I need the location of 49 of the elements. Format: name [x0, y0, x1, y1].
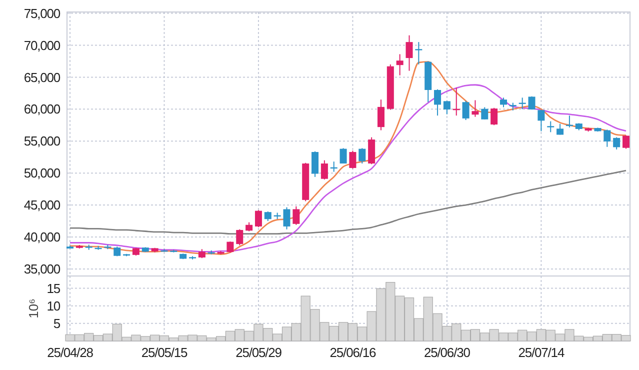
candlestick: [377, 99, 384, 131]
candlestick: [528, 96, 536, 110]
candlestick: [340, 148, 347, 164]
candlestick: [283, 206, 290, 230]
candlestick: [368, 136, 376, 165]
candlestick: [226, 240, 234, 254]
candlestick: [434, 88, 442, 116]
x-tick-label: 25/06/30: [424, 345, 470, 360]
y-tick-label: 55,000: [24, 134, 60, 149]
y-tick-label: 70,000: [24, 38, 60, 53]
candlestick: [490, 107, 498, 126]
x-tick-label: 25/07/14: [518, 345, 564, 360]
x-tick-label: 25/06/16: [330, 345, 376, 360]
candlestick: [538, 109, 545, 132]
candlestick: [358, 148, 366, 164]
y-tick-label: 40,000: [24, 230, 60, 245]
y-tick-label: 35,000: [24, 262, 60, 277]
candlestick: [443, 100, 450, 115]
candlestick: [264, 210, 272, 222]
y-tick-label: 10: [46, 298, 60, 314]
candlestick: [415, 42, 422, 65]
candlestick: [613, 136, 620, 150]
candlestick: [292, 206, 300, 226]
candlestick: [320, 160, 328, 180]
candlestick: [481, 106, 488, 120]
candlestick: [472, 100, 479, 118]
candlestick: [396, 54, 404, 76]
candlestick: [547, 120, 554, 133]
x-tick-label: 25/04/28: [47, 345, 94, 360]
candlestick: [406, 34, 413, 72]
y-axis-title: 10⁶: [26, 298, 41, 318]
y-tick-label: 50,000: [24, 166, 60, 181]
y-tick-label: 65,000: [24, 70, 60, 85]
x-tick-label: 25/05/15: [141, 345, 188, 360]
candlestick: [604, 129, 611, 148]
candlestick: [254, 210, 262, 228]
y-tick-label: 75,000: [24, 6, 60, 21]
y-tick-label: 15: [46, 280, 60, 296]
candlestick: [462, 100, 470, 121]
y-tick-label: 60,000: [24, 102, 60, 117]
y-tick-label: 45,000: [24, 198, 60, 213]
line-series: [69, 170, 627, 235]
candlestick: [236, 228, 244, 246]
candlestick: [349, 150, 356, 170]
candlestick: [500, 97, 507, 108]
y-tick-label: 5: [53, 316, 60, 331]
x-tick-label: 25/05/29: [236, 345, 282, 360]
candlestick: [312, 150, 319, 178]
candlestick: [622, 134, 630, 150]
